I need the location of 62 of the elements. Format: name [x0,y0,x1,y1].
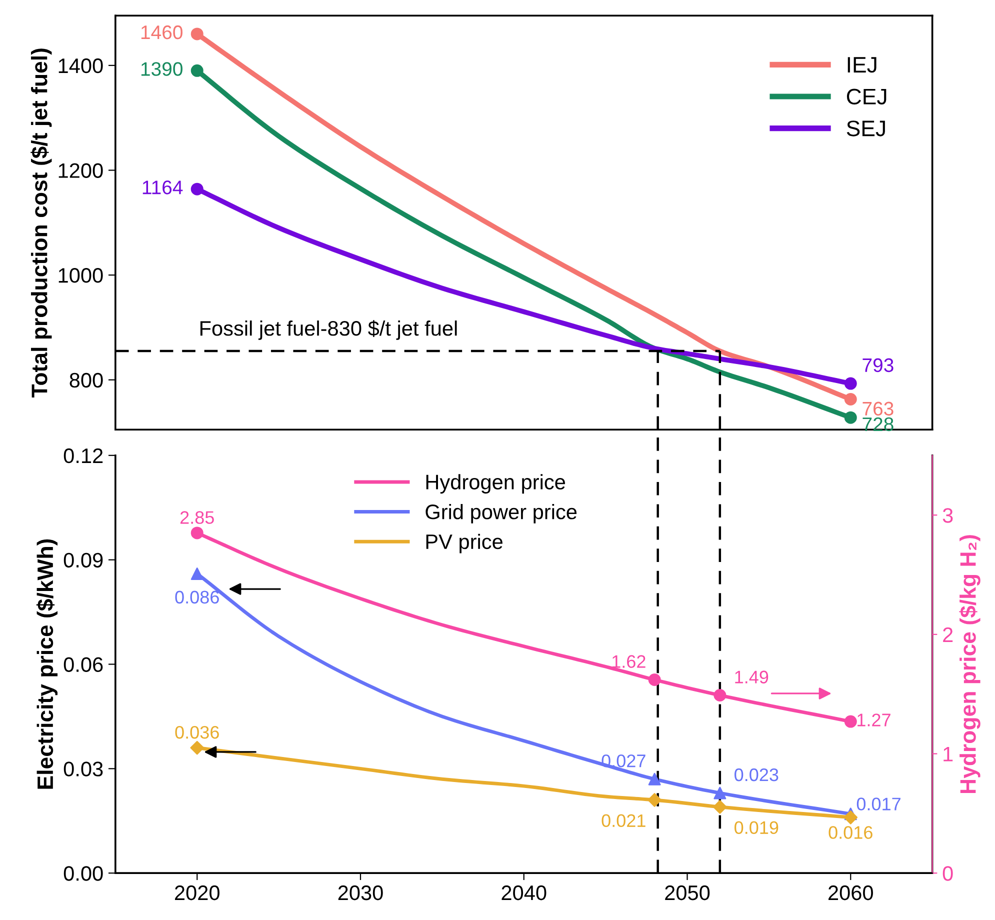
point [844,411,857,424]
data-label: 0.017 [856,798,900,810]
legend-label: IEJ [848,57,876,73]
point [844,377,857,390]
data-label: 0.036 [175,726,219,739]
y2-tick-label: 0 [942,866,953,881]
point [844,715,857,728]
point [190,567,204,580]
legend-label: CEJ [846,88,886,104]
point [190,182,204,196]
point [648,793,662,807]
y2-tick-label: 3 [942,508,953,523]
data-label: 1460 [141,25,182,40]
y-tick-label: 0.00 [64,866,103,881]
y-tick-label: 1400 [58,58,103,74]
data-label: 728 [862,417,894,432]
data-label: 763 [862,402,894,416]
point [844,392,857,406]
point [844,810,858,824]
y2-tick-label: 2 [943,627,953,642]
y-tick-label: 0.09 [64,552,103,568]
y-axis-title: Electricity price ($/kWh) [36,539,58,789]
x-tick-label: 2020 [174,885,220,900]
data-label: 1.62 [612,655,646,668]
point [190,526,204,540]
x-tick-label: 2040 [502,885,546,900]
data-label: 0.021 [602,814,646,828]
y-tick-label: 800 [70,372,103,388]
point [714,689,726,702]
point [648,674,661,686]
x-tick-label: 2030 [338,885,383,900]
data-label: 0.023 [734,768,778,782]
y-tick-label: 0.12 [64,448,103,464]
legend-label: Hydrogen price [426,474,565,494]
data-label: 1390 [141,62,182,76]
y-tick-label: 0.03 [64,762,103,776]
data-label: 2.85 [180,511,214,524]
x-tick-label: 2050 [665,885,710,900]
y-tick-label: 0.06 [64,657,103,672]
data-label: 1.27 [858,714,890,726]
y-axis-title: Total production cost ($/t jet fuel) [30,48,52,398]
data-label: 0.016 [828,826,872,839]
ref-line-label: Fossil jet fuel-830 $/t jet fuel [200,320,457,340]
data-label: 0.086 [175,590,219,604]
y-tick-label: 1200 [58,163,103,178]
legend-label: Grid power price [426,504,577,524]
point [714,786,726,800]
data-label: 1164 [142,180,183,194]
data-label: 0.019 [734,821,778,834]
point [713,800,727,814]
data-label: 1.49 [735,670,768,684]
point [648,772,661,786]
y2-axis-title: Hydrogen price ($/kg H₂) [959,535,980,794]
point [190,64,204,77]
y2-tick-label: 1 [944,746,953,762]
data-label: 793 [862,358,894,372]
y-tick-label: 1000 [58,268,103,283]
x-tick-label: 2060 [828,885,873,900]
point [190,740,204,755]
legend-label: SEJ [846,120,885,136]
legend-label: PV price [426,534,502,554]
point [190,28,204,40]
